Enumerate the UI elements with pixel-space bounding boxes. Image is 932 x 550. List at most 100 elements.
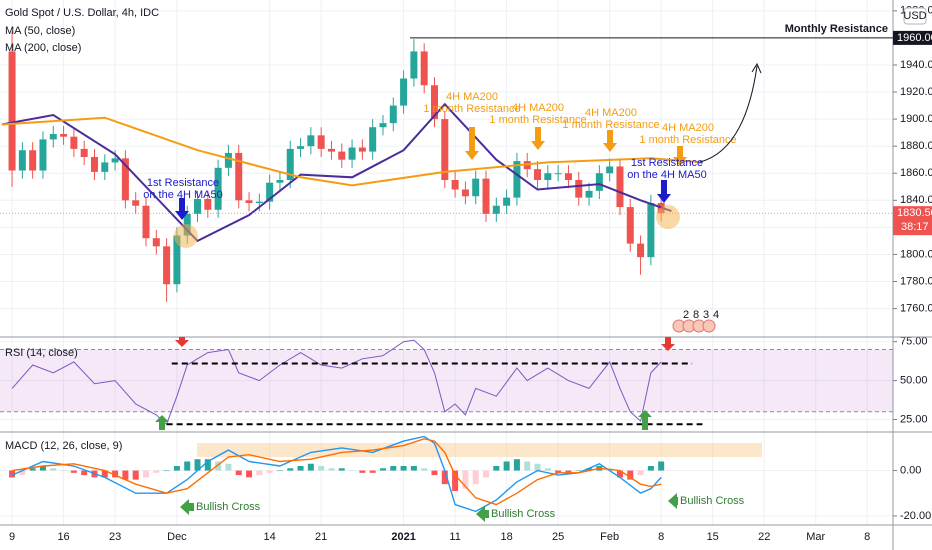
x-tick-label: 15 bbox=[707, 531, 719, 543]
candle-body bbox=[647, 203, 655, 258]
x-tick-label: 14 bbox=[264, 531, 276, 543]
histogram-bar bbox=[39, 466, 46, 471]
histogram-bar bbox=[575, 470, 582, 472]
candle-body bbox=[173, 235, 181, 285]
histogram-bar bbox=[452, 470, 459, 491]
candle-body bbox=[358, 147, 366, 152]
x-tick-label: 11 bbox=[449, 531, 460, 543]
histogram-bar bbox=[163, 470, 170, 472]
histogram-bar bbox=[256, 470, 263, 476]
resistance-name: Monthly Resistance bbox=[785, 23, 888, 35]
histogram-bar bbox=[472, 470, 479, 485]
candle-body bbox=[49, 133, 57, 140]
histogram-bar bbox=[462, 470, 469, 489]
macd-line bbox=[11, 438, 662, 506]
candle-body bbox=[80, 148, 88, 157]
histogram-bar bbox=[60, 470, 67, 472]
projection-arrowhead bbox=[751, 62, 762, 74]
currency-box bbox=[903, 7, 927, 25]
histogram-bar bbox=[204, 459, 211, 471]
annotation-text: on the 4H MA50 bbox=[143, 189, 223, 201]
histogram-bar bbox=[81, 470, 88, 476]
cross-arrow bbox=[668, 493, 678, 509]
y-tick-label: 1840.00 bbox=[900, 194, 932, 206]
histogram-bar bbox=[215, 461, 222, 471]
last-price-label: 1830.50 bbox=[897, 207, 932, 219]
x-tick-label: Dec bbox=[167, 531, 187, 543]
histogram-bar bbox=[122, 470, 129, 480]
price-tag-label: 1960.00 bbox=[897, 32, 932, 44]
candle-body bbox=[482, 178, 490, 214]
signal-arrow bbox=[155, 415, 169, 430]
histogram-bar bbox=[9, 470, 16, 478]
x-tick-label: Feb bbox=[600, 531, 619, 543]
rsi-line bbox=[11, 339, 662, 426]
histogram-bar bbox=[142, 470, 149, 478]
annotation-arrow bbox=[531, 127, 545, 150]
histogram-bar bbox=[307, 463, 314, 471]
histogram-bar bbox=[184, 461, 191, 471]
histogram-bar bbox=[544, 468, 551, 471]
histogram-bar bbox=[318, 466, 325, 471]
annotation-arrow bbox=[673, 146, 687, 166]
candle-body bbox=[585, 190, 593, 198]
histogram-bar bbox=[493, 466, 500, 471]
histogram-bar bbox=[637, 470, 644, 476]
annotation-arrow bbox=[175, 198, 189, 220]
candle-body bbox=[276, 180, 284, 183]
histogram-bar bbox=[266, 470, 273, 473]
x-tick-label: 8 bbox=[864, 531, 870, 543]
histogram-bar bbox=[338, 468, 345, 471]
candle-body bbox=[637, 243, 645, 258]
candle-body bbox=[111, 158, 119, 163]
candle-body bbox=[142, 205, 150, 239]
x-tick-label: 21 bbox=[315, 531, 327, 543]
x-tick-label: 9 bbox=[9, 531, 15, 543]
histogram-bar bbox=[513, 459, 520, 471]
annotation-text: 4H MA200 bbox=[512, 102, 564, 114]
histogram-bar bbox=[19, 470, 26, 476]
candle-body bbox=[554, 173, 562, 175]
y-tick-label: 1940.00 bbox=[900, 59, 932, 71]
candle-body bbox=[307, 135, 315, 147]
histogram-bar bbox=[287, 468, 294, 471]
countdown: 38:17 bbox=[901, 221, 929, 233]
highlight-circle bbox=[656, 205, 680, 229]
candle-body bbox=[121, 158, 129, 201]
annotation-text: 1 month Resistance bbox=[562, 119, 659, 131]
macd-line bbox=[11, 435, 662, 513]
histogram-bar bbox=[431, 470, 438, 476]
histogram-bar bbox=[534, 463, 541, 471]
moving-average bbox=[1, 116, 703, 187]
y-tick-label: 75.00 bbox=[900, 336, 928, 348]
signal-arrow bbox=[661, 337, 675, 351]
histogram-bar bbox=[400, 466, 407, 471]
candle-body bbox=[420, 51, 428, 86]
y-tick-label: 1800.00 bbox=[900, 248, 932, 260]
candle-body bbox=[39, 139, 47, 171]
x-tick-label: 25 bbox=[552, 531, 564, 543]
candle-body bbox=[472, 178, 480, 197]
candle-body bbox=[616, 166, 624, 208]
event-label: 2 bbox=[683, 309, 689, 321]
candle-body bbox=[152, 238, 160, 247]
candle-body bbox=[235, 152, 243, 201]
candle-body bbox=[204, 198, 212, 210]
histogram-bar bbox=[586, 468, 593, 471]
x-tick-label: 8 bbox=[658, 531, 664, 543]
cross-arrow bbox=[180, 499, 194, 515]
candle-body bbox=[430, 85, 438, 120]
candle-body bbox=[348, 147, 356, 160]
histogram-bar bbox=[225, 463, 232, 471]
candle-body bbox=[564, 173, 572, 181]
candle-body bbox=[441, 119, 449, 181]
histogram-bar bbox=[153, 470, 160, 473]
histogram-bar bbox=[132, 470, 139, 480]
annotation-text: 1st Resistance bbox=[147, 177, 219, 189]
event-label: 4 bbox=[713, 309, 719, 321]
histogram-bar bbox=[297, 466, 304, 471]
candle-body bbox=[132, 200, 140, 206]
histogram-bar bbox=[359, 470, 366, 473]
histogram-bar bbox=[70, 470, 77, 473]
